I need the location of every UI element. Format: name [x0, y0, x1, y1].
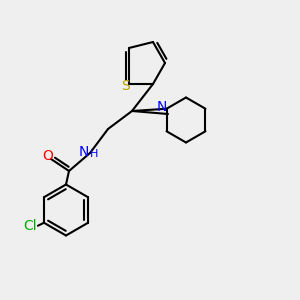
Text: H: H: [89, 149, 98, 159]
Text: S: S: [121, 79, 130, 92]
Text: Cl: Cl: [24, 219, 37, 233]
Text: N: N: [78, 145, 88, 158]
Text: N: N: [157, 100, 167, 114]
Text: O: O: [43, 149, 53, 163]
